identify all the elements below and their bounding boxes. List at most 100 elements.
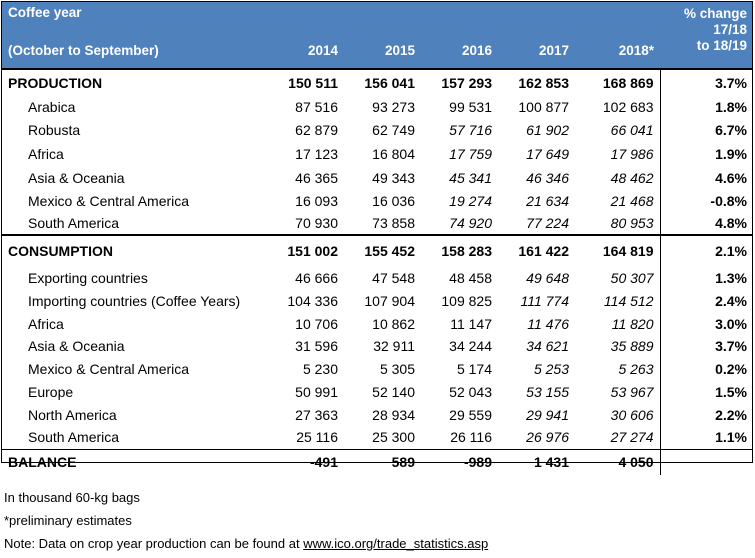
pct-change-cell: 3.0%: [659, 312, 753, 335]
pct-change-cell: 1.5%: [659, 380, 753, 403]
value-cell: 5 305: [379, 360, 415, 377]
value-cell: -989: [421, 448, 498, 475]
row-label: Asia & Oceania: [28, 338, 125, 354]
value-cell: 61 902: [526, 121, 569, 138]
value-cell: 17 986: [610, 146, 654, 162]
value-cell: 46 365: [295, 170, 338, 186]
source-note-text: Note: Data on crop year production can b…: [4, 536, 304, 551]
value-cell: 11 820: [611, 315, 654, 332]
pct-change-cell: 1.1%: [659, 426, 753, 449]
row-label: North America: [28, 406, 117, 423]
pct-change-header: % change 17/18 to 18/19: [660, 2, 753, 69]
value-cell: 155 452: [344, 234, 421, 266]
pct-change-cell: 3.7%: [659, 68, 753, 95]
value-cell: 47 548: [372, 269, 415, 286]
table-row: South America 25 116 25 300 26 116 26 976 27 …: [2, 426, 753, 449]
value-cell: 17 759: [449, 146, 492, 162]
value-cell: 107 904: [364, 292, 415, 309]
value-cell: 17 649: [526, 146, 569, 162]
value-cell: 10 706: [295, 315, 338, 332]
value-cell: 49 648: [526, 269, 569, 286]
value-cell: 48 462: [610, 170, 654, 186]
consumption-label: CONSUMPTION: [2, 234, 264, 266]
value-cell: 87 516: [295, 98, 338, 115]
value-cell: 62 749: [372, 121, 415, 138]
row-label: Exporting countries: [28, 269, 148, 286]
header-row-2: (October to September) 2014 2015 2016 20…: [2, 34, 753, 69]
value-cell: 168 869: [575, 68, 660, 95]
ico-trade-statistics-link[interactable]: www.ico.org/trade_statistics.asp: [303, 536, 489, 551]
table-row: Mexico & Central America 16 093 16 036 19 2…: [2, 189, 753, 212]
value-cell: 80 953: [610, 215, 654, 231]
pct-change-line1: % change: [683, 6, 747, 21]
value-cell: 111 774: [520, 292, 569, 309]
production-row: PRODUCTION 150 511 156 041 157 293 162 853 16…: [2, 68, 753, 95]
value-cell: 34 621: [526, 338, 569, 354]
value-cell: 5 253: [533, 360, 569, 377]
pct-change-cell: 6.7%: [659, 118, 753, 141]
value-cell: 16 804: [372, 146, 415, 162]
table-row: Mexico & Central America 5 230 5 305 5 174 5…: [2, 357, 753, 380]
value-cell: 19 274: [449, 192, 492, 209]
value-cell: 161 422: [498, 234, 575, 266]
table-row: North America 27 363 28 934 29 559 29 941 30 …: [2, 403, 753, 426]
value-cell: 1 431: [498, 448, 575, 475]
value-cell: 27 363: [295, 406, 338, 423]
pct-change-cell: 1.8%: [659, 95, 753, 118]
table-row: Africa 17 123 16 804 17 759 17 649 17 986 1.9%: [2, 141, 753, 167]
coffee-supply-demand-table: Coffee year % change 17/18 to 18/19 (Oct…: [2, 2, 753, 475]
source-note: Note: Data on crop year production can b…: [4, 537, 488, 550]
production-label: PRODUCTION: [2, 68, 264, 95]
table-row: Exporting countries 46 666 47 548 48 458 49 …: [2, 266, 753, 289]
value-cell: 48 458: [449, 269, 492, 286]
value-cell: 25 300: [372, 429, 415, 446]
value-cell: 150 511: [264, 68, 344, 95]
pct-change-cell: 4.8%: [659, 212, 753, 235]
value-cell: 104 336: [287, 292, 338, 309]
year-header: 2018*: [575, 34, 660, 69]
value-cell: 11 476: [527, 315, 569, 332]
value-cell: 28 934: [372, 406, 415, 423]
value-cell: 50 991: [295, 383, 338, 400]
pct-change-cell: 0.2%: [659, 357, 753, 380]
table-row: South America 70 930 73 858 74 920 77 224 80 …: [2, 212, 753, 235]
year-header: 2017: [498, 34, 575, 69]
row-label: Mexico & Central America: [28, 360, 190, 377]
value-cell: 11 147: [450, 315, 492, 332]
value-cell: 32 911: [373, 338, 415, 354]
value-cell: -491: [264, 448, 344, 475]
year-header: 2015: [344, 34, 421, 69]
row-label: Africa: [28, 315, 64, 332]
value-cell: 109 825: [441, 292, 492, 309]
row-label: Importing countries (Coffee Years): [28, 292, 241, 309]
pct-change-cell: 1.3%: [659, 266, 753, 289]
table-body: PRODUCTION 150 511 156 041 157 293 162 853 16…: [2, 68, 753, 475]
value-cell: 4 050: [575, 448, 660, 475]
value-cell: 62 879: [295, 121, 338, 138]
value-cell: 589: [344, 448, 421, 475]
pct-change-cell: 4.6%: [659, 167, 753, 189]
row-label: Europe: [28, 383, 74, 400]
header-row-1: Coffee year % change 17/18 to 18/19: [2, 2, 753, 69]
pct-change-line3: to 18/19: [696, 38, 747, 54]
value-cell: 27 274: [610, 429, 654, 446]
year-header: 2014: [264, 34, 344, 69]
pct-change-cell: 1.9%: [659, 141, 753, 167]
value-cell: 49 343: [372, 170, 415, 186]
pct-change-cell: 2.2%: [659, 403, 753, 426]
pct-change-cell: -0.8%: [659, 189, 753, 212]
value-cell: 73 858: [372, 215, 415, 231]
value-cell: 5 174: [456, 360, 492, 377]
units-note: In thousand 60-kg bags: [4, 490, 140, 505]
pct-change-line2: 17/18: [713, 22, 747, 38]
balance-label: BALANCE: [2, 448, 264, 475]
value-cell: 74 920: [449, 215, 492, 231]
value-cell: 164 819: [575, 234, 660, 266]
table-row: Robusta 62 879 62 749 57 716 61 902 66 041 6.7…: [2, 118, 753, 141]
value-cell: 53 967: [610, 383, 654, 400]
value-cell: 57 716: [449, 121, 492, 138]
value-cell: 10 862: [372, 315, 415, 332]
table-row: Arabica 87 516 93 273 99 531 100 877 102 683 1…: [2, 95, 753, 118]
pct-change-cell: 3.7%: [659, 335, 753, 357]
